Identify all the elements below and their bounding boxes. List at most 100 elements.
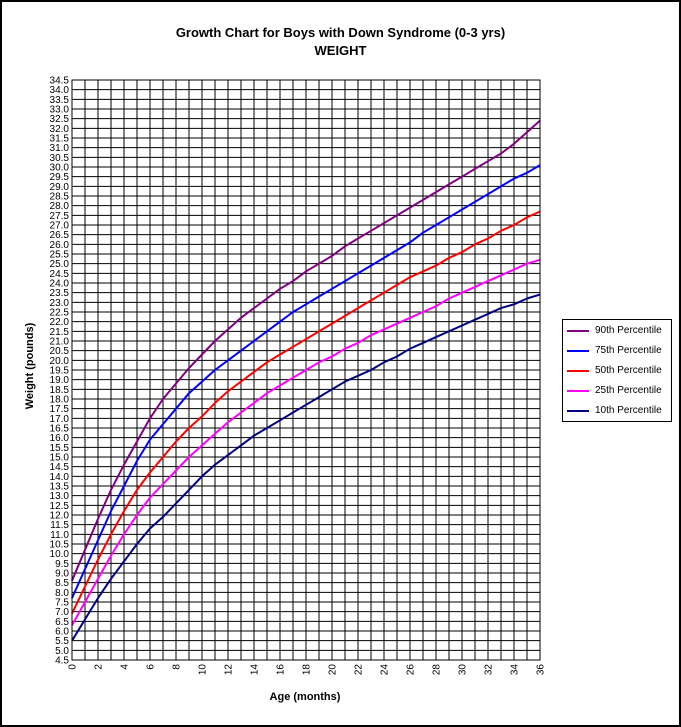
y-tick-label: 32.5	[50, 114, 70, 125]
y-tick-label: 25.0	[50, 259, 70, 270]
y-tick-label: 17.5	[50, 404, 70, 415]
y-tick-label: 9.0	[55, 569, 69, 580]
series-line-2	[71, 164, 541, 599]
y-tick-label: 17.0	[50, 414, 70, 425]
y-tick-label: 14.5	[50, 462, 70, 473]
y-tick-label: 20.0	[50, 356, 70, 367]
legend-label: 25th Percentile	[595, 385, 662, 396]
legend: 90th Percentile 75th Percentile 50th Perce…	[562, 319, 672, 422]
x-tick-label: 16	[276, 664, 287, 676]
y-tick-label: 33.5	[50, 95, 70, 106]
y-tick-label: 6.0	[55, 627, 69, 638]
legend-swatch	[567, 410, 589, 412]
legend-item: 90th Percentile	[567, 324, 662, 338]
x-tick-label: 4	[120, 664, 131, 670]
legend-swatch	[567, 370, 589, 372]
y-tick-label: 7.0	[55, 607, 69, 618]
series-line-4	[71, 258, 541, 626]
y-tick-label: 28.0	[50, 201, 70, 212]
x-tick-label: 32	[484, 664, 495, 676]
y-tick-label: 27.0	[50, 221, 70, 232]
y-tick-label: 32.0	[50, 124, 70, 135]
y-tick-label: 5.0	[55, 646, 69, 657]
y-tick-label: 30.0	[50, 163, 70, 174]
x-tick-label: 6	[146, 664, 157, 670]
y-tick-label: 13.0	[50, 491, 70, 502]
legend-swatch	[567, 330, 589, 332]
y-tick-label: 8.0	[55, 588, 69, 599]
y-tick-label: 9.5	[55, 559, 69, 570]
y-tick-label: 10.5	[50, 540, 70, 551]
y-tick-label: 18.0	[50, 395, 70, 406]
y-tick-label: 25.5	[50, 250, 70, 261]
x-tick-label: 8	[172, 664, 183, 670]
y-tick-label: 18.5	[50, 385, 70, 396]
chart-title: Growth Chart for Boys with Down Syndrome…	[0, 24, 681, 60]
x-tick-label: 28	[432, 664, 443, 676]
x-tick-label: 10	[198, 664, 209, 676]
legend-label: 10th Percentile	[595, 405, 662, 416]
y-tick-label: 22.5	[50, 308, 70, 319]
y-tick-label: 10.0	[50, 549, 70, 560]
y-tick-label: 30.5	[50, 153, 70, 164]
y-tick-label: 34.5	[50, 76, 70, 87]
y-tick-label: 15.0	[50, 453, 70, 464]
series-line-3	[71, 210, 541, 615]
y-tick-label: 34.0	[50, 85, 70, 96]
legend-label: 50th Percentile	[595, 365, 662, 376]
x-axis-label: Age (months)	[270, 691, 341, 703]
y-tick-label: 19.0	[50, 375, 70, 386]
legend-item: 75th Percentile	[567, 344, 662, 358]
y-tick-label: 31.5	[50, 134, 70, 145]
y-tick-label: 16.0	[50, 433, 70, 444]
y-tick-label: 26.5	[50, 230, 70, 241]
legend-swatch	[567, 350, 589, 352]
y-tick-label: 12.0	[50, 511, 70, 522]
y-tick-label: 6.5	[55, 617, 69, 628]
x-tick-label: 30	[458, 664, 469, 676]
y-tick-label: 31.0	[50, 143, 70, 154]
y-tick-label: 5.5	[55, 636, 69, 647]
plot-border	[71, 79, 541, 661]
y-tick-label: 15.5	[50, 443, 70, 454]
y-tick-labels: 4.55.05.56.06.57.07.58.08.59.09.510.010.…	[50, 76, 70, 667]
y-tick-label: 27.5	[50, 211, 70, 222]
x-tick-label: 0	[68, 664, 79, 670]
y-tick-label: 29.5	[50, 172, 70, 183]
chart-subtitle: WEIGHT	[314, 43, 367, 58]
y-tick-label: 26.0	[50, 240, 70, 251]
y-tick-label: 13.5	[50, 482, 70, 493]
y-tick-label: 11.0	[50, 530, 69, 541]
y-tick-label: 24.0	[50, 279, 70, 290]
y-tick-label: 22.0	[50, 317, 70, 328]
series-lines	[71, 119, 541, 642]
y-tick-label: 11.5	[50, 520, 69, 531]
legend-label: 90th Percentile	[595, 325, 662, 336]
y-tick-label: 33.0	[50, 105, 70, 116]
x-tick-label: 14	[250, 664, 261, 676]
legend-swatch	[567, 390, 589, 392]
x-tick-label: 24	[380, 664, 391, 676]
x-tick-label: 34	[510, 664, 521, 676]
y-tick-label: 23.0	[50, 298, 70, 309]
y-tick-label: 21.0	[50, 337, 70, 348]
legend-item: 10th Percentile	[567, 404, 662, 418]
x-tick-label: 20	[328, 664, 339, 676]
y-tick-label: 19.5	[50, 366, 70, 377]
x-tick-labels: 0 2 4 6 8 10 12 14 16 18 20 22 24 26 28 30 32 34 36	[68, 664, 547, 676]
y-tick-label: 28.5	[50, 192, 70, 203]
y-tick-label: 14.0	[50, 472, 70, 483]
y-tick-label: 29.0	[50, 182, 70, 193]
y-tick-label: 12.5	[50, 501, 70, 512]
y-tick-label: 16.5	[50, 424, 70, 435]
y-tick-label: 20.5	[50, 346, 70, 357]
y-tick-label: 4.5	[55, 656, 69, 667]
y-axis-label: Weight (pounds)	[24, 322, 36, 409]
legend-label: 75th Percentile	[595, 345, 662, 356]
y-tick-label: 21.5	[50, 327, 70, 338]
series-line-5	[71, 293, 541, 642]
x-tick-label: 2	[94, 664, 105, 670]
legend-item: 25th Percentile	[567, 384, 662, 398]
y-tick-label: 24.5	[50, 269, 70, 280]
